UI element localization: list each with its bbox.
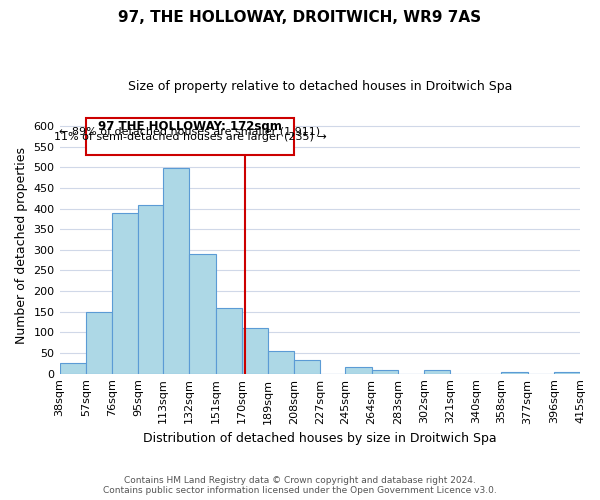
Bar [424,370,450,374]
Y-axis label: Number of detached properties: Number of detached properties [15,147,28,344]
Text: 97 THE HOLLOWAY: 172sqm: 97 THE HOLLOWAY: 172sqm [98,120,282,134]
Text: 97, THE HOLLOWAY, DROITWICH, WR9 7AS: 97, THE HOLLOWAY, DROITWICH, WR9 7AS [118,10,482,25]
Bar [215,308,242,374]
Bar [163,168,190,374]
Bar [242,328,268,374]
Bar [59,364,86,374]
Bar [502,372,527,374]
Bar [86,312,112,374]
Bar [554,372,580,374]
Bar [268,352,294,374]
Bar [346,366,371,374]
Bar [190,254,215,374]
Title: Size of property relative to detached houses in Droitwich Spa: Size of property relative to detached ho… [128,80,512,93]
Bar [86,118,294,155]
Bar [371,370,398,374]
Bar [138,206,163,374]
Text: Contains HM Land Registry data © Crown copyright and database right 2024.
Contai: Contains HM Land Registry data © Crown c… [103,476,497,495]
X-axis label: Distribution of detached houses by size in Droitwich Spa: Distribution of detached houses by size … [143,432,497,445]
Bar [112,212,138,374]
Bar [294,360,320,374]
Text: ← 89% of detached houses are smaller (1,911): ← 89% of detached houses are smaller (1,… [59,126,320,136]
Text: 11% of semi-detached houses are larger (235) →: 11% of semi-detached houses are larger (… [53,132,326,142]
